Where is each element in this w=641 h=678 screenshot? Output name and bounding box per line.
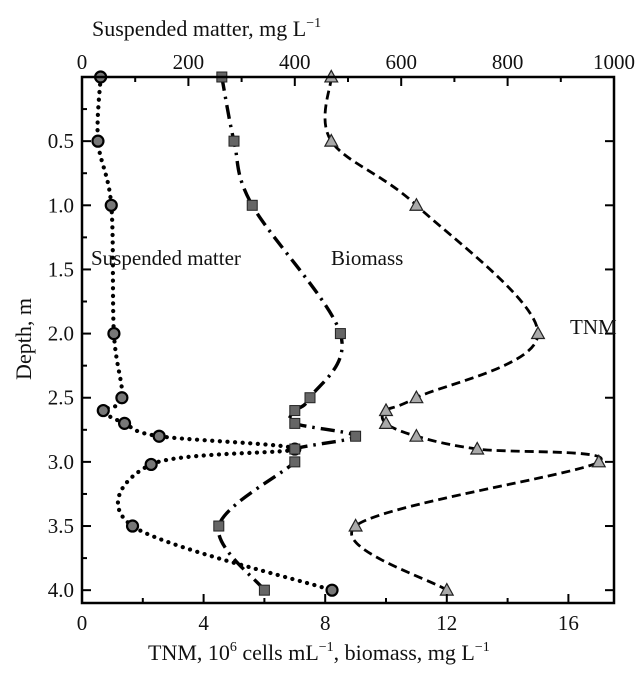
bottom-axis-title-part3: , biomass, mg L [334,640,475,665]
bottom-axis-title-sup2: −1 [319,640,334,655]
data-point-tnm [530,325,546,340]
bottom-axis-tick-label: 8 [320,611,331,635]
top-axis-tick-label: 600 [385,50,417,74]
y-axis-tick-label: 3.5 [48,514,74,538]
data-point-tnm [378,402,394,417]
data-point-suspended-matter [152,429,166,443]
top-axis-title: Suspended matter, mg L−1 [92,16,321,41]
data-point-tnm [439,582,455,596]
bottom-axis-title-part1: TNM, 10 [148,640,230,665]
series-label-tnm: TNM [570,315,617,339]
top-axis-tick-label: 1000 [593,50,635,74]
bottom-axis-title: TNM, 106 cells mL−1, biomass, mg L−1 [148,640,490,665]
series-line-suspended-matter [95,74,335,593]
y-axis-tick-label: 4.0 [48,578,74,602]
bottom-axis-title-part2: cells mL [237,640,319,665]
data-point-biomass [289,405,301,417]
y-axis-title: Depth, m [11,298,36,380]
data-point-tnm [348,518,363,532]
bottom-axis-tick-label: 16 [558,611,579,635]
bottom-axis-tick-label: 12 [436,611,457,635]
data-point-suspended-matter [117,416,132,430]
data-point-tnm [378,415,394,429]
data-point-suspended-matter [104,198,118,212]
data-point-suspended-matter [96,403,110,418]
y-axis-tick-label: 1.0 [48,193,74,217]
bottom-axis-tick-label: 0 [77,611,88,635]
data-point-biomass [228,135,240,147]
data-point-suspended-matter [107,326,121,341]
data-point-suspended-matter [115,391,129,405]
data-point-tnm [323,133,339,147]
bottom-axis-tick-label: 4 [198,611,209,635]
data-point-tnm [409,428,424,442]
bottom-axis-title-sup1: 6 [230,640,237,655]
data-point-suspended-matter [325,583,339,597]
data-point-biomass [289,456,301,468]
series-label-suspended-matter: Suspended matter [91,246,241,270]
data-point-biomass [289,443,301,455]
top-axis-tick-label: 200 [173,50,205,74]
series-label-biomass: Biomass [331,246,403,270]
top-axis-title-text: Suspended matter, mg L [92,16,306,41]
data-point-tnm [409,197,424,211]
data-point-biomass [213,520,225,532]
y-axis-tick-label: 3.0 [48,450,74,474]
top-axis-tick-label: 400 [279,50,311,74]
data-point-suspended-matter [91,134,105,148]
data-point-biomass [289,417,301,429]
data-point-biomass [246,199,258,211]
y-axis-tick-label: 1.5 [48,257,74,281]
y-axis-tick-label: 2.0 [48,322,74,346]
top-axis-tick-label: 0 [77,50,88,74]
data-point-tnm [469,441,485,455]
data-point-biomass [304,392,316,404]
bottom-axis-title-sup3: −1 [475,640,490,655]
series-line-tnm [323,76,603,592]
data-point-biomass [258,584,270,596]
data-point-suspended-matter [125,519,140,533]
data-point-tnm [409,389,424,404]
data-point-suspended-matter [144,457,158,472]
data-point-biomass [350,430,362,442]
y-axis-tick-label: 0.5 [48,129,74,153]
top-axis-title-sup: −1 [306,16,321,31]
data-point-biomass [334,328,346,340]
top-axis-tick-label: 800 [492,50,524,74]
y-axis-tick-label: 2.5 [48,386,74,410]
data-point-tnm [591,454,607,468]
